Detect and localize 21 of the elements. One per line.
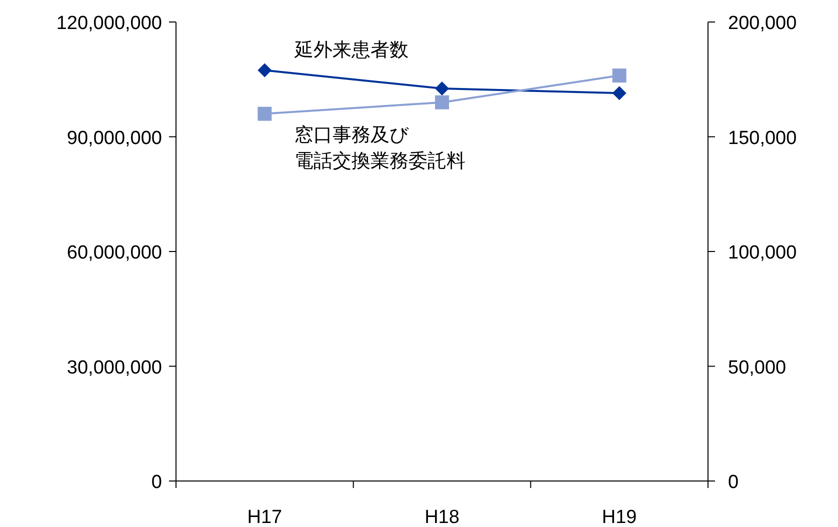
- x-tick-label: H17: [247, 507, 282, 527]
- y-tick-label: 30,000,000: [66, 357, 162, 378]
- x-tick-label: H18: [424, 507, 460, 527]
- point: [612, 86, 626, 100]
- series-label: 窓口事務及び電話交換業務委託料: [294, 124, 466, 172]
- y-tick-label: 90,000,000: [66, 128, 162, 149]
- y2-tick-label: 150,000: [728, 128, 797, 149]
- point: [435, 95, 449, 110]
- y2-tick-label: 200,000: [728, 13, 797, 34]
- point: [435, 82, 449, 96]
- point: [612, 68, 626, 83]
- y-tick-label: 0: [151, 472, 162, 493]
- point: [258, 106, 272, 121]
- y2-tick-label: 100,000: [728, 242, 797, 264]
- y-tick-label: 60,000,000: [66, 242, 162, 264]
- x-tick-label: H19: [602, 507, 637, 527]
- point: [258, 63, 272, 78]
- y2-tick-label: 0: [728, 472, 739, 493]
- series-label: 延外来患者数: [294, 40, 409, 62]
- y-tick-label: 120,000,000: [56, 13, 162, 34]
- y2-tick-label: 50,000: [728, 357, 786, 378]
